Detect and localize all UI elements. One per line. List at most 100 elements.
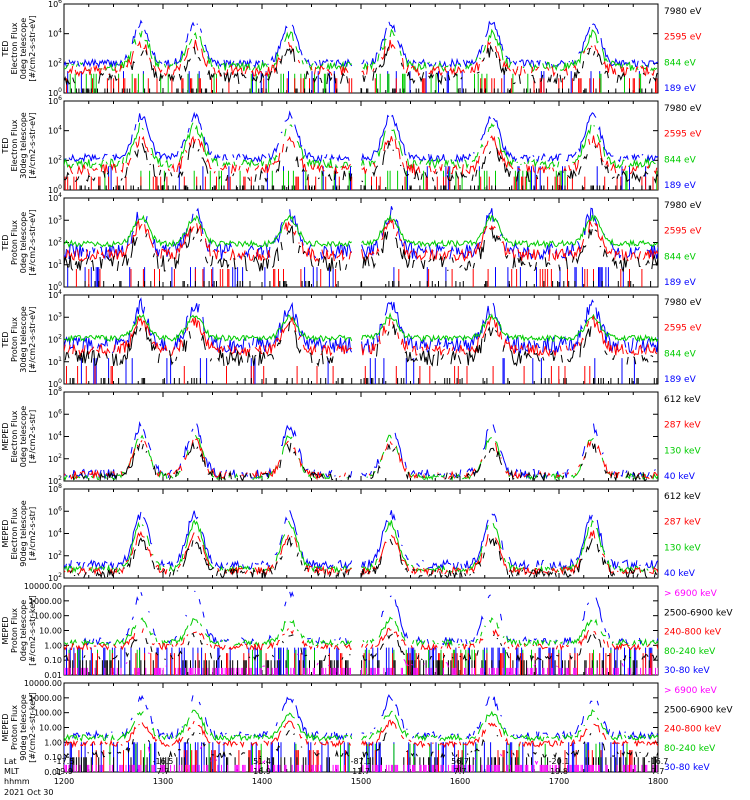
y-tick-label: 108 [48, 386, 62, 397]
panel-6: 108 106 104 102 102 MEPED Electron Flux 90deg t… [1, 483, 701, 583]
legend-entry: 844 eV [664, 349, 697, 359]
x-label-mlt: 7.7 [652, 767, 665, 776]
y-axis-label-line: 30deg telescope [19, 306, 28, 373]
y-tick-label: 1.00 [44, 738, 62, 747]
y-axis-label-line: Proton Flux [10, 317, 19, 362]
x-label-lat: 56.7 [451, 757, 469, 766]
legend-entry: 240-800 keV [664, 725, 722, 735]
y-axis-label: TED Proton Flux 0deg telescope [#/cm2-s-str… [1, 209, 37, 275]
series-line [64, 213, 658, 249]
plot-frame [63, 197, 659, 288]
legend-entry: 80-240 keV [664, 647, 716, 657]
y-axis-label-line: 90deg telescope [19, 500, 28, 567]
y-tick-label: 1000.00 [29, 597, 62, 606]
series-dropouts [66, 366, 591, 384]
y-axis-label-line: TED [1, 331, 10, 348]
legend-entry: 844 eV [664, 155, 697, 165]
legend-entry: 612 keV [664, 395, 701, 405]
y-axis-label-line: [#/cm2-s-str-eV] [28, 306, 37, 372]
y-axis-label-line: 0deg telescope [19, 600, 28, 661]
series-traces [64, 590, 658, 675]
legend-entry: 7980 eV [664, 104, 702, 114]
series-traces [64, 206, 658, 287]
y-tick-label: 0.01 [44, 671, 62, 680]
legend-entry: 7980 eV [664, 298, 702, 308]
series-traces [64, 423, 658, 481]
y-tick-label: 106 [48, 505, 62, 516]
series-line [83, 590, 658, 646]
series-line [64, 218, 658, 263]
series-line [64, 510, 658, 571]
legend-entry: 287 keV [664, 421, 701, 431]
y-axis-label-line: [#/cm2-s-str-eV] [28, 209, 37, 275]
x-label-mlt: 11.7 [352, 767, 370, 776]
series-line [64, 434, 658, 481]
legend-entry: 30-80 keV [664, 666, 710, 676]
y-tick-label: 104 [48, 289, 62, 300]
legend-entry: 240-800 keV [664, 628, 722, 638]
legend-entry: 130 keV [664, 543, 701, 553]
y-tick-label: 102 [48, 453, 62, 464]
y-tick-label: 101 [48, 259, 62, 270]
y-tick-label: 100 [48, 184, 62, 195]
y-tick-label: 10.00 [39, 724, 62, 733]
legend-entry: 130 keV [664, 446, 701, 456]
series-line [68, 40, 658, 76]
plot-frame [63, 3, 659, 94]
y-axis-label-line: 90deg telescope [19, 694, 28, 761]
x-label-mlt: 16.9 [253, 767, 271, 776]
y-axis-label-line: Electron Flux [10, 410, 19, 462]
y-tick-label: 10000.00 [24, 679, 62, 688]
y-tick-label: 1000.00 [29, 694, 62, 703]
panel-8: 10000.00 1000.00 100.00 10.00 1.00 0.10 0.01 ME… [1, 679, 733, 777]
y-axis-label-line: MEPED [1, 617, 10, 645]
series-line [64, 315, 658, 358]
series-dropouts [64, 176, 658, 190]
x-label-mlt: 7.7 [454, 767, 467, 776]
legend-entry: > 6900 keV [664, 686, 718, 696]
series-dropouts [69, 185, 652, 190]
x-label-mlt: 7.7 [157, 767, 170, 776]
legend-entry: > 6900 keV [664, 589, 718, 599]
series-line [64, 423, 658, 478]
series-line [64, 44, 658, 86]
y-axis-label-line: 30deg telescope [19, 112, 28, 179]
y-axis-label-line: Electron Flux [10, 22, 19, 74]
y-axis-label-line: Proton Flux [10, 705, 19, 750]
x-label-hhmm: 1500 [351, 777, 371, 786]
series-line [64, 140, 658, 184]
y-tick-label: 0.10 [44, 753, 62, 762]
series-line [64, 627, 658, 651]
y-axis-label-line: TED [1, 234, 10, 251]
legend-entry: 287 keV [664, 518, 701, 528]
y-tick-label: 106 [48, 0, 62, 9]
series-dropouts [75, 269, 643, 287]
legend-entry: 189 eV [664, 84, 697, 94]
legend-entry: 2595 eV [664, 33, 702, 43]
y-tick-label: 0.01 [44, 768, 62, 777]
x-label-hhmm: 1200 [54, 777, 74, 786]
legend-entry: 40 keV [664, 472, 696, 482]
y-tick-label: 100.00 [34, 709, 62, 718]
series-dropouts [69, 378, 658, 384]
legend-entry: 189 eV [664, 278, 697, 288]
y-tick-label: 104 [48, 528, 62, 539]
panel-3: 104 103 102 101 100 TED Proton Flux 0deg telesc… [1, 192, 702, 292]
series-dropouts [69, 757, 656, 772]
series-traces [64, 19, 658, 93]
series-line [64, 110, 658, 164]
x-row-label-hhmm: hhmm [4, 777, 30, 786]
series-line [64, 28, 658, 73]
y-tick-label: 102 [48, 550, 62, 561]
x-label-lat: 51.4 [253, 757, 271, 766]
y-tick-label: 100 [48, 378, 62, 389]
series-line [64, 632, 658, 663]
x-date-label: 2021 Oct 30 [4, 788, 53, 797]
y-tick-label: 102 [48, 237, 62, 248]
legend-entry: 844 eV [664, 252, 697, 262]
series-traces [64, 110, 658, 190]
legend-entry: 189 eV [664, 375, 697, 385]
x-label-hhmm: 1800 [648, 777, 668, 786]
